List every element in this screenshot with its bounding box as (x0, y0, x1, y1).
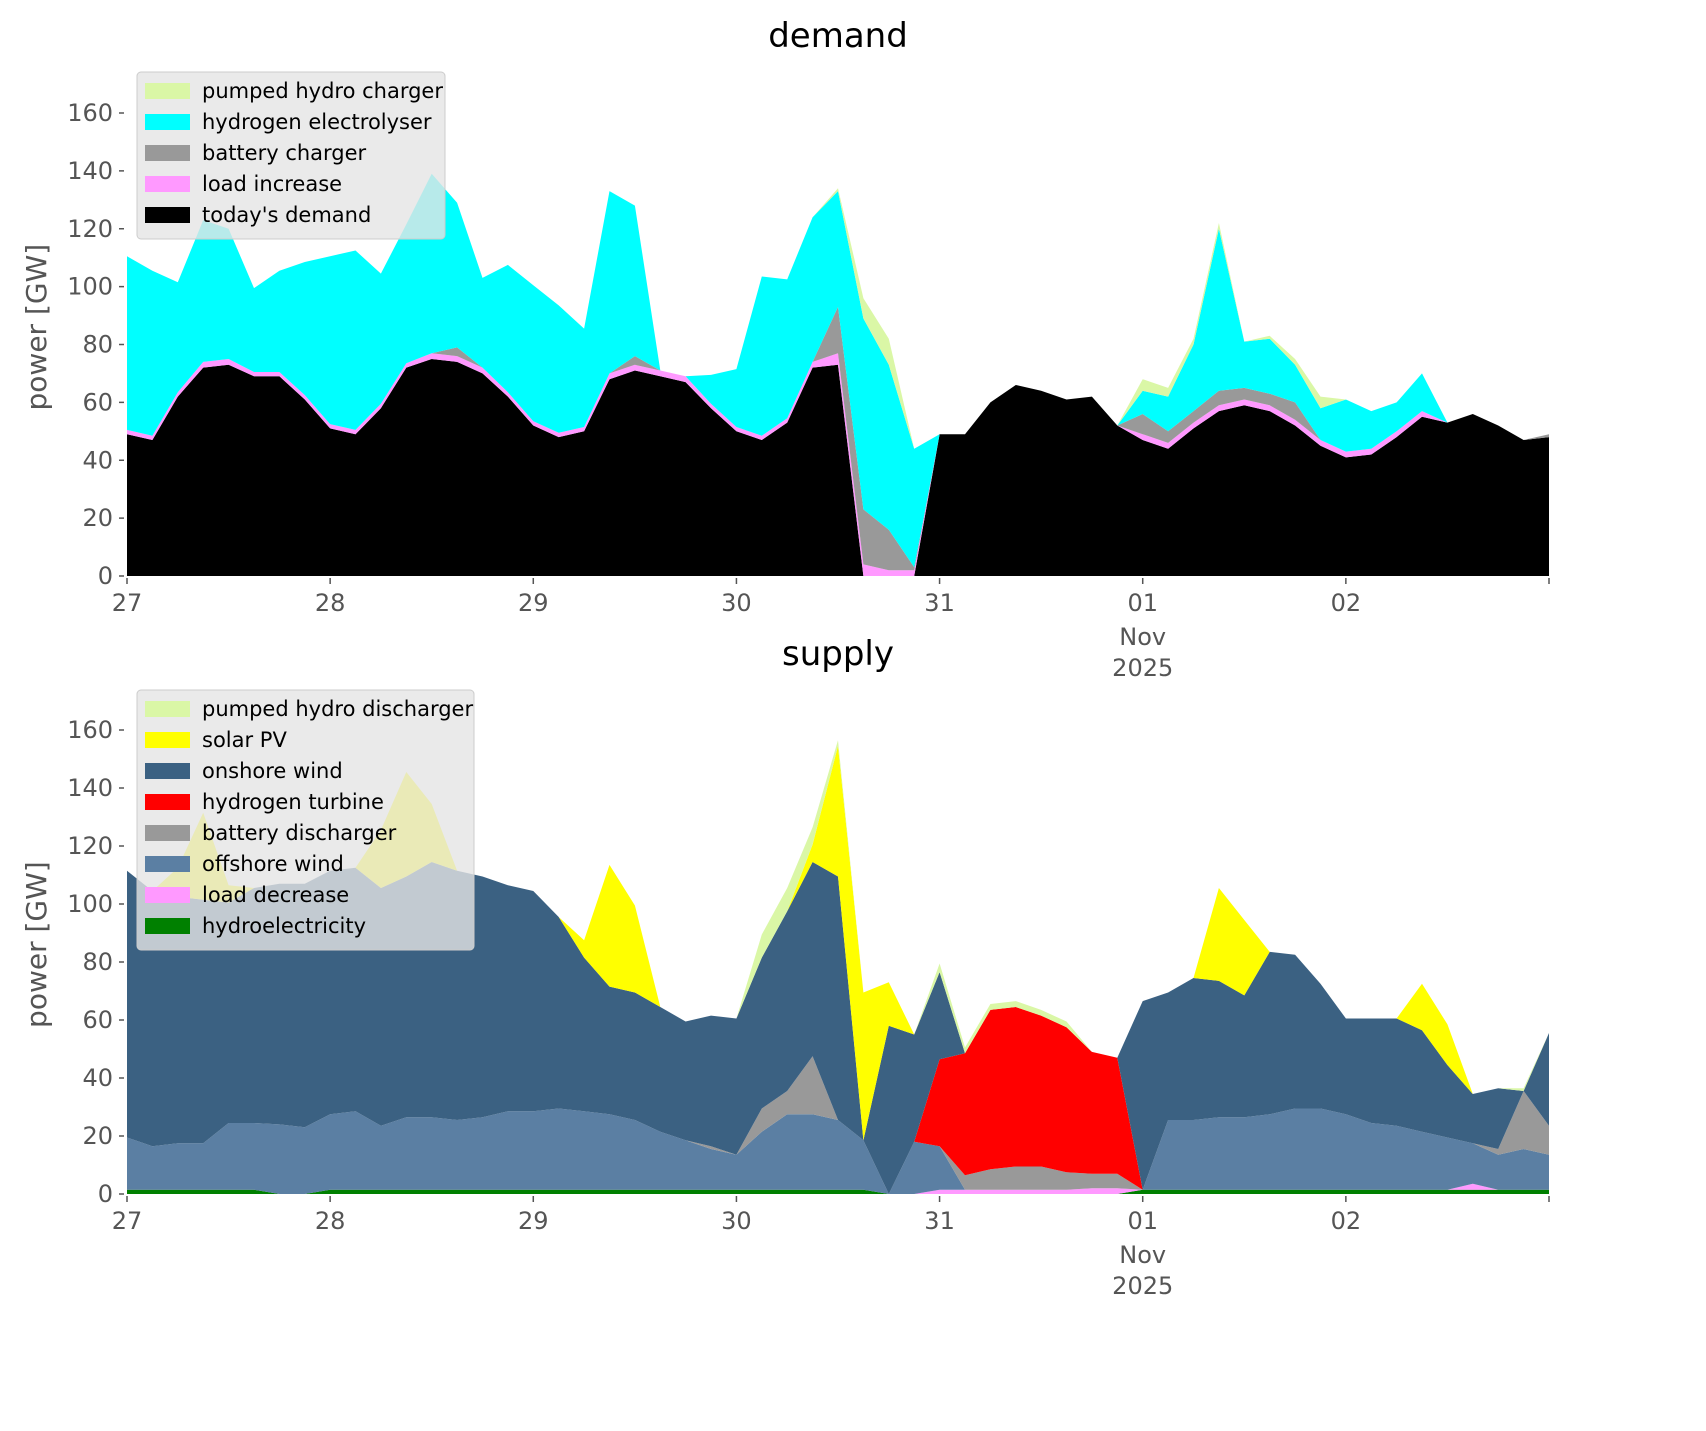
legend-swatch (145, 918, 190, 934)
y-tick-label: 40 (82, 1064, 113, 1092)
legend-label: pumped hydro charger (202, 79, 443, 103)
legend-label: hydroelectricity (202, 914, 366, 938)
y-tick-label: 20 (82, 504, 113, 532)
legend-label: load increase (202, 172, 342, 196)
legend-label: solar PV (202, 728, 287, 752)
y-tick-label: 60 (82, 1006, 113, 1034)
area-offshore-wind (127, 1108, 1549, 1194)
y-tick-label: 0 (98, 562, 113, 590)
y-tick-label: 80 (82, 331, 113, 359)
x-tick-label: 01 (1127, 1207, 1158, 1235)
legend-swatch (145, 794, 190, 810)
area-load-increase (127, 353, 1549, 576)
chart-title: supply (782, 634, 894, 674)
y-axis-label: power [GW] (20, 861, 53, 1028)
area-solar-pv (127, 746, 1549, 1141)
legend-label: offshore wind (202, 852, 344, 876)
x-tick-sublabel: Nov (1119, 623, 1166, 651)
legend-label: hydrogen electrolyser (202, 110, 432, 134)
area-hydroelectricity (127, 1189, 1549, 1194)
x-tick-label: 30 (721, 1207, 752, 1235)
area-layers (127, 173, 1549, 576)
x-tick-label: 02 (1331, 589, 1362, 617)
x-tick-label: 30 (721, 589, 752, 617)
x-tick-label: 28 (315, 589, 346, 617)
area-today-s-demand (127, 359, 1549, 576)
supply-chart: supply power [GW] 0204060801001201401602… (20, 634, 1550, 1300)
x-tick-label: 01 (1127, 589, 1158, 617)
y-tick-label: 140 (67, 157, 113, 185)
legend-label: pumped hydro discharger (202, 697, 473, 721)
legend-box (136, 689, 475, 951)
y-tick-label: 100 (67, 890, 113, 918)
legend-label: onshore wind (202, 759, 343, 783)
legend-swatch (145, 856, 190, 872)
area-hydrogen-electrolyser (127, 173, 1549, 568)
legend-label: today's demand (202, 203, 371, 227)
y-tick-label: 60 (82, 388, 113, 416)
y-axis-label: power [GW] (20, 244, 53, 411)
legend: pumped hydro charger hydrogen electrolyse… (136, 71, 446, 240)
legend-swatch (145, 114, 190, 130)
y-tick-label: 40 (82, 446, 113, 474)
x-tick-label: 29 (518, 589, 549, 617)
x-tick-label: 28 (315, 1207, 346, 1235)
x-tick-label: 27 (112, 1207, 143, 1235)
area-layers (127, 740, 1549, 1194)
y-tick-label: 160 (67, 99, 113, 127)
legend-swatch (145, 763, 190, 779)
x-tick-label: 31 (924, 1207, 955, 1235)
legend-swatch (145, 145, 190, 161)
legend-swatch (145, 701, 190, 717)
x-tick-label: 31 (924, 589, 955, 617)
legend-swatch (145, 207, 190, 223)
legend-label: hydrogen turbine (202, 790, 384, 814)
y-tick-label: 100 (67, 273, 113, 301)
x-tick-label: 02 (1331, 1207, 1362, 1235)
legend-label: load decrease (202, 883, 349, 907)
y-tick-label: 120 (67, 215, 113, 243)
legend: pumped hydro discharger solar PV onshore w… (136, 689, 475, 951)
x-tick-sublabel: Nov (1119, 1241, 1166, 1269)
legend-swatch (145, 176, 190, 192)
y-tick-label: 0 (98, 1180, 113, 1208)
legend-swatch (145, 732, 190, 748)
legend-label: battery discharger (202, 821, 397, 845)
y-tick-label: 80 (82, 948, 113, 976)
demand-chart: demand power [GW] 0204060801001201401602… (20, 16, 1550, 682)
x-tick-label: 29 (518, 1207, 549, 1235)
x-tick-label: 27 (112, 589, 143, 617)
legend-swatch (145, 83, 190, 99)
x-tick-sublabel: 2025 (1112, 654, 1173, 682)
x-tick-sublabel: 2025 (1112, 1272, 1173, 1300)
legend-swatch (145, 887, 190, 903)
area-onshore-wind (127, 862, 1549, 1194)
y-tick-label: 120 (67, 832, 113, 860)
legend-box (136, 71, 446, 240)
y-tick-label: 160 (67, 716, 113, 744)
legend-label: battery charger (202, 141, 367, 165)
chart-title: demand (768, 16, 908, 56)
y-tick-label: 140 (67, 774, 113, 802)
legend-swatch (145, 825, 190, 841)
y-tick-label: 20 (82, 1122, 113, 1150)
